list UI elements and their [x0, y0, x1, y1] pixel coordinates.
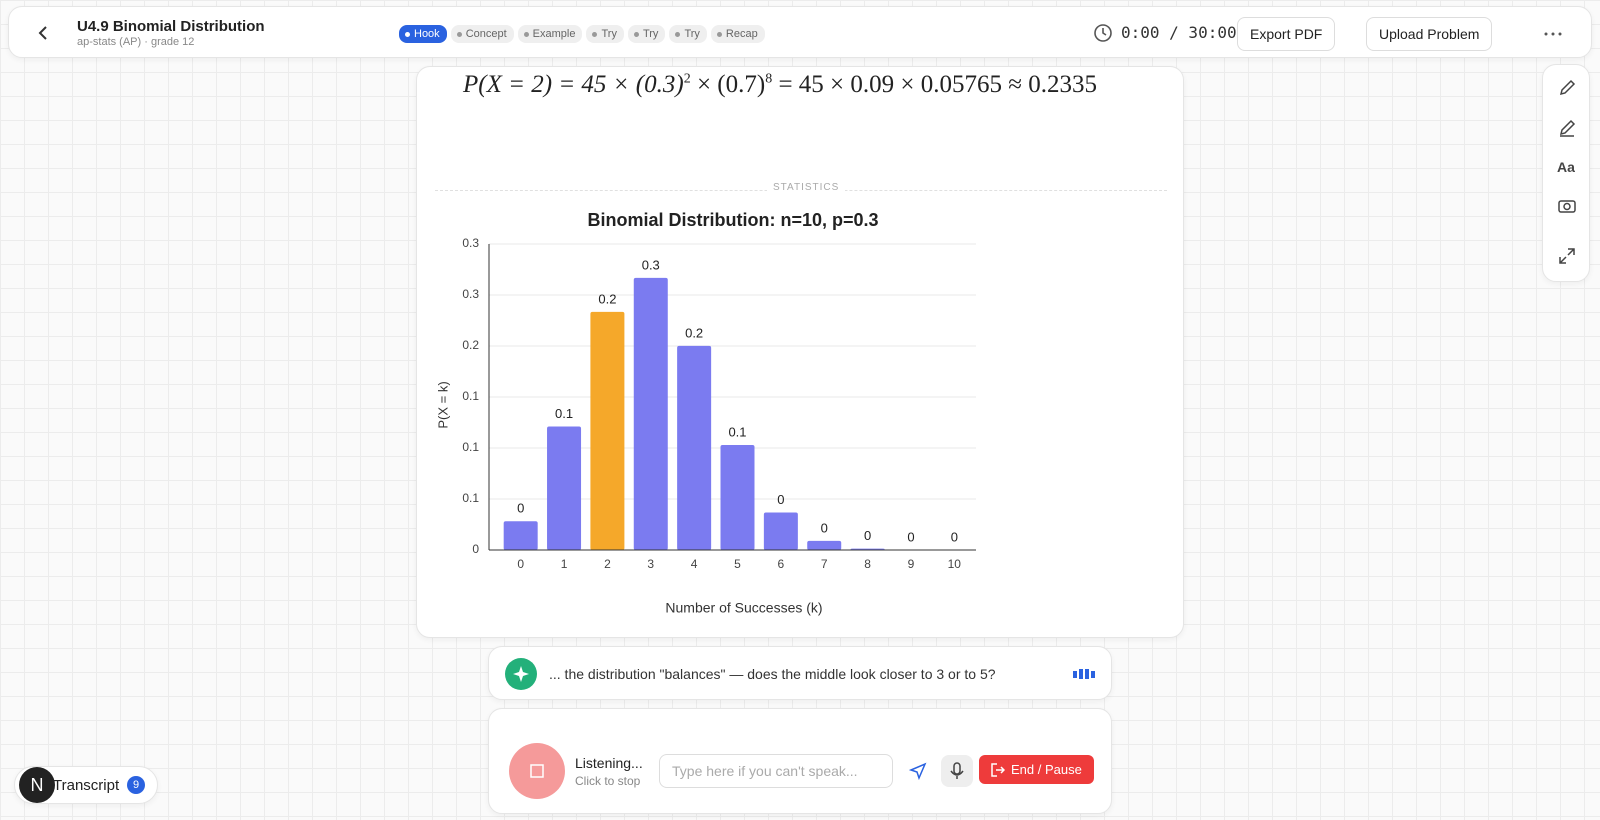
x-tick-label: 6: [778, 557, 785, 571]
bar: [503, 521, 538, 550]
status-text: Listening...: [575, 755, 643, 771]
x-tick-label: 1: [561, 557, 568, 571]
data-label: 0.1: [555, 406, 573, 421]
y-tick-label: 0: [472, 542, 479, 556]
back-button[interactable]: [37, 25, 51, 41]
x-tick-label: 0: [517, 557, 524, 571]
step-chip[interactable]: Try: [627, 25, 666, 43]
step-chip[interactable]: Try: [669, 25, 707, 43]
formula-exponent: 2: [683, 71, 691, 87]
bar: [590, 311, 625, 550]
x-axis-label: Number of Successes (k): [665, 600, 822, 616]
x-tick-label: 4: [691, 557, 698, 571]
tutor-avatar: [505, 658, 537, 690]
user-avatar: N: [19, 767, 55, 803]
status-hint[interactable]: Click to stop: [575, 774, 641, 788]
y-axis-label: P(X = k): [435, 381, 450, 428]
data-label: 0: [951, 529, 958, 544]
exit-icon: [991, 763, 1005, 777]
step-chip[interactable]: Concept: [450, 25, 514, 43]
transcript-button[interactable]: N Transcript 9: [14, 766, 158, 804]
more-button[interactable]: [1543, 31, 1563, 37]
formula-part: P(X = 2) = 45 × (0.3): [463, 71, 684, 98]
step-list: Hook Concept Example Try Try Try Recap: [399, 24, 769, 43]
input-panel: Listening... Click to stop Type here if …: [488, 708, 1112, 814]
stop-button[interactable]: [509, 743, 565, 799]
lesson-subtitle: ap-stats (AP) · grade 12: [77, 36, 195, 48]
step-chip[interactable]: Hook: [399, 25, 447, 43]
bar: [677, 345, 712, 550]
tutor-message: ... the distribution "balances" — does t…: [549, 666, 996, 682]
section-label: STATISTICS: [767, 182, 846, 193]
send-button[interactable]: [909, 762, 927, 780]
tutor-bubble: ... the distribution "balances" — does t…: [488, 646, 1112, 700]
mic-icon: [950, 762, 964, 779]
mic-button[interactable]: [941, 755, 973, 787]
data-label: 0: [907, 529, 914, 544]
end-button[interactable]: End / Pause: [979, 755, 1094, 784]
bar: [807, 540, 842, 550]
chart-title: Binomial Distribution: n=10, p=0.3: [587, 210, 878, 230]
data-label: 0: [821, 520, 828, 535]
x-tick-label: 10: [948, 557, 962, 571]
y-tick-label: 0.2: [462, 338, 479, 352]
bar: [547, 426, 582, 550]
x-tick-label: 9: [908, 557, 915, 571]
bar: [720, 445, 755, 550]
lesson-title: U4.9 Binomial Distribution: [77, 18, 265, 35]
upload-button[interactable]: Upload Problem: [1366, 17, 1493, 51]
bar: [763, 512, 798, 550]
input-placeholder: Type here if you can't speak...: [672, 763, 858, 779]
data-label: 0: [864, 528, 871, 543]
x-tick-label: 5: [734, 557, 741, 571]
expand-tool[interactable]: [1558, 247, 1576, 265]
chart: Binomial Distribution: n=10, p=0.3 Numbe…: [435, 210, 976, 616]
y-tick-label: 0.3: [462, 236, 479, 250]
pen-tool[interactable]: [1558, 79, 1576, 97]
step-chip[interactable]: Recap: [710, 25, 765, 43]
audio-indicator: [1073, 669, 1095, 679]
formula-exponent: 8: [765, 71, 773, 87]
bar: [633, 277, 668, 550]
data-label: 0: [517, 501, 524, 516]
data-label: 0.1: [728, 424, 746, 439]
step-chip[interactable]: Try: [586, 25, 624, 43]
top-bar: U4.9 Binomial Distribution ap-stats (AP)…: [8, 6, 1592, 58]
transcript-count: 9: [127, 776, 145, 794]
board-card: P(X = 2) = 45 × (0.3)2 × (0.7)8 = 45 × 0…: [416, 66, 1184, 638]
y-tick-label: 0.3: [462, 287, 479, 301]
step-chip[interactable]: Example: [517, 25, 583, 43]
export-label[interactable]: Export PDF: [1250, 26, 1323, 42]
upload-label[interactable]: Upload Problem: [1379, 26, 1480, 42]
x-tick-label: 2: [604, 557, 611, 571]
x-tick-label: 8: [864, 557, 871, 571]
y-tick-label: 0.1: [462, 440, 479, 454]
formula-part: × (0.7): [690, 71, 766, 98]
camera-tool[interactable]: [1558, 197, 1576, 213]
timer: 0:00 / 30:00: [1121, 23, 1237, 42]
data-label: 0.2: [598, 291, 616, 306]
side-toolbar: Aa: [1542, 64, 1590, 282]
data-label: 0: [777, 492, 784, 507]
clock-icon: [1094, 24, 1112, 42]
data-label: 0.3: [642, 257, 660, 272]
y-tick-label: 0.1: [462, 389, 479, 403]
formula-part: = 45 × 0.09 × 0.05765 ≈ 0.2335: [772, 71, 1097, 98]
export-button[interactable]: Export PDF: [1237, 17, 1336, 51]
transcript-label[interactable]: Transcript: [53, 777, 120, 794]
y-tick-label: 0.1: [462, 491, 479, 505]
end-label[interactable]: End / Pause: [1011, 762, 1082, 777]
data-label: 0.2: [685, 325, 703, 340]
formula: P(X = 2) = 45 × (0.3)2 × (0.7)8 = 45 × 0…: [463, 71, 1097, 99]
x-tick-label: 3: [647, 557, 654, 571]
highlighter-tool[interactable]: [1558, 119, 1576, 137]
text-input[interactable]: Type here if you can't speak...: [659, 754, 893, 788]
text-tool[interactable]: Aa: [1557, 159, 1575, 175]
x-tick-label: 7: [821, 557, 828, 571]
